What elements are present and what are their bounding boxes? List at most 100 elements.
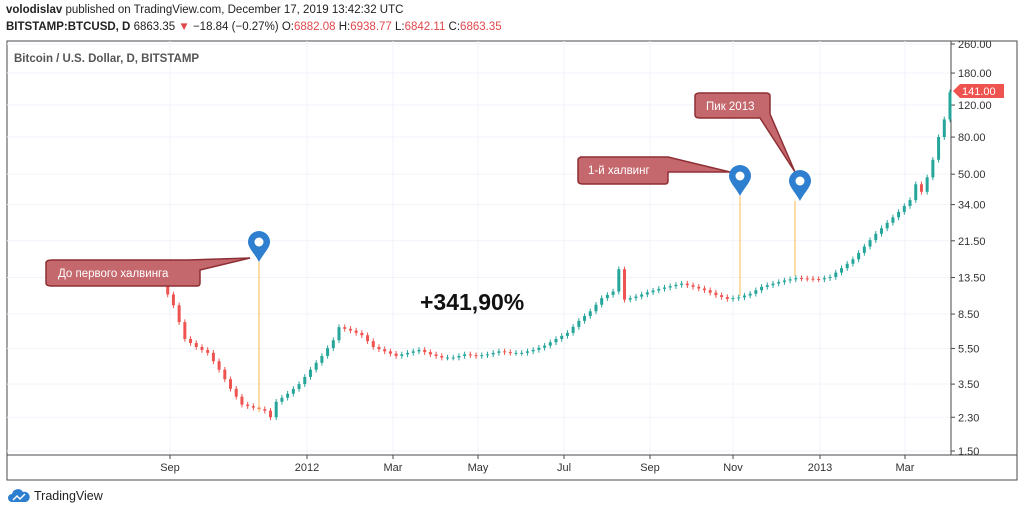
candle-body [497,351,501,353]
candle-body [754,290,758,294]
candle [491,350,495,358]
candle [583,313,587,324]
candle [531,347,535,355]
low-value: 6842.11 [404,21,446,33]
close-label: C: [448,21,461,33]
candle [691,282,695,290]
candle-body [308,369,312,377]
candle [383,346,387,355]
candle-body [737,297,741,299]
candle-body [348,328,352,331]
x-tick-label: Jul [557,462,571,474]
map-pin-icon[interactable] [729,165,751,196]
candle [914,181,918,203]
candle-body [360,332,364,336]
candle-body [782,280,786,283]
x-tick-label: May [468,462,489,474]
candle [851,256,855,267]
candle-body [446,357,450,359]
candle [406,350,410,358]
candle-body [286,393,290,398]
candle [777,279,781,287]
candle [674,282,678,289]
map-pin-icon[interactable] [789,170,811,201]
candle [314,360,318,373]
chart-frame [6,40,1018,481]
candle [948,89,952,123]
candle-body [423,349,427,353]
candle [320,353,324,366]
candle [760,284,764,294]
candle-body [189,338,193,343]
candle-series [160,89,952,421]
map-pin-icon[interactable] [248,231,270,262]
candle-body [760,286,764,291]
candle [451,354,455,361]
candle-body [902,205,906,212]
candle-body [297,384,301,389]
candle-body [554,338,558,343]
candle [931,157,935,181]
last-price: 6863.35 [133,21,176,33]
candle-body [200,347,204,350]
candle-body [891,217,895,223]
candle-body [194,342,198,348]
candle-body [211,352,215,362]
brand-name: TradingView [34,489,103,503]
grid [7,41,951,455]
candle [251,403,255,411]
candle-body [817,279,821,281]
candle-body [314,362,318,370]
tradingview-logo[interactable]: TradingView [8,489,103,503]
candle [194,340,198,350]
candle [200,344,204,353]
x-tick-label: Mar [384,462,403,474]
candle [434,351,438,359]
y-tick-label: 120.00 [958,100,992,112]
candle-body [662,287,666,289]
time-axis: Sep 2012 Mar May Jul Sep Nov 2013 Mar [160,455,915,474]
candle [508,349,512,356]
candle-body [840,268,844,273]
candle-body [280,397,284,402]
candle [240,393,244,408]
candle-body [651,290,655,293]
candle-body [594,304,598,312]
candle-body [394,353,398,356]
down-arrow-icon: ▼ [178,21,190,33]
candle-body [320,355,324,363]
candle [268,407,272,421]
candle-body [937,137,941,160]
candle-body [234,388,238,397]
y-tick-label: 80.00 [958,132,986,144]
candle [189,336,193,346]
candle-body [657,288,661,291]
candle [925,174,929,195]
candle-body [897,211,901,218]
candle [817,276,821,283]
candle [303,374,307,387]
candle [771,280,775,289]
candle [737,294,741,301]
candle [234,386,238,400]
candle [908,197,912,209]
candle-body [525,351,529,353]
candle [223,366,227,383]
candle [628,295,632,303]
candle [503,348,507,355]
x-tick-label: 2013 [808,462,832,474]
candle [697,284,701,292]
candle-body [714,292,718,296]
candle [417,347,421,355]
callout-label-2: 1-й халвинг [588,165,650,177]
candle-body [697,286,701,289]
candle-body [720,295,724,298]
candle-body [822,278,826,280]
candle-body [628,298,632,300]
candle [548,339,552,349]
candle-body [485,354,489,356]
candle [577,318,581,330]
author-name: volodislav [6,4,63,16]
candle [748,290,752,299]
